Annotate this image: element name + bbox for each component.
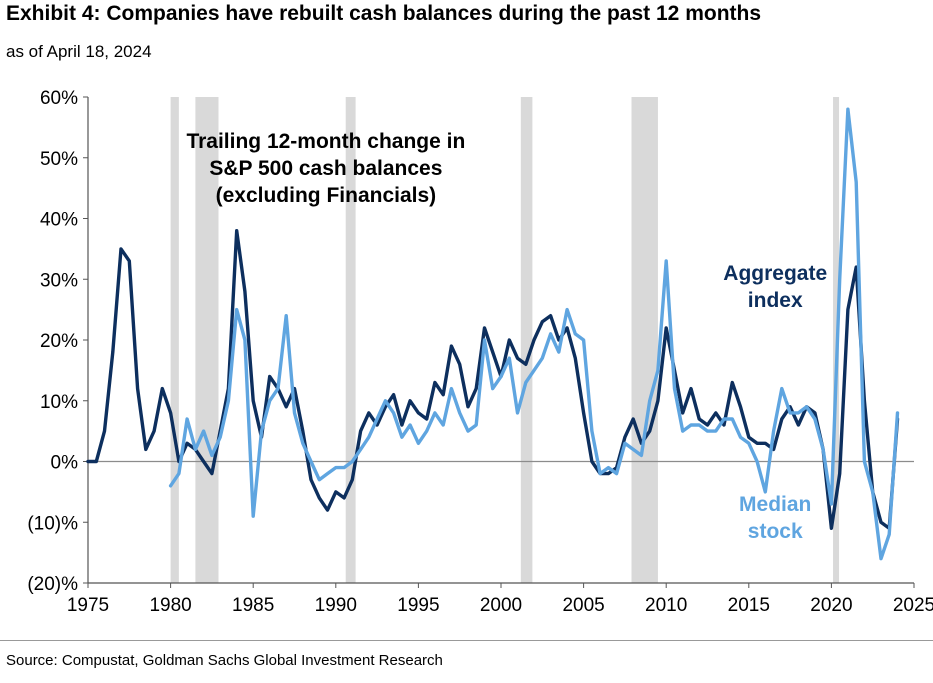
- y-tick-label: (20)%: [27, 574, 78, 595]
- series-lines: [86, 107, 900, 561]
- x-axis-ticks: 1975 1980 1985 1990 1995 2000 2005 2010 2015 2020…: [67, 583, 933, 616]
- y-tick-label: 50%: [40, 149, 78, 170]
- chart-subtitle: as of April 18, 2024: [6, 42, 152, 61]
- y-tick-label: (10)%: [27, 513, 78, 534]
- recession-band: [631, 97, 658, 583]
- x-tick-label: 1995: [397, 595, 439, 616]
- y-tick-label: 40%: [40, 210, 78, 231]
- y-tick-label: 60%: [40, 88, 78, 109]
- chart-title: Exhibit 4: Companies have rebuilt cash b…: [6, 2, 762, 25]
- x-tick-label: 2010: [645, 595, 687, 616]
- footer-divider: [0, 640, 933, 641]
- median-stock-label: Median stock: [739, 493, 811, 543]
- source-note: Source: Compustat, Goldman Sachs Global …: [6, 652, 443, 669]
- annotations: Trailing 12-month change in S&P 500 cash …: [186, 130, 827, 543]
- x-tick-label: 1975: [67, 595, 109, 616]
- x-tick-label: 1980: [149, 595, 191, 616]
- y-tick-label: 20%: [40, 331, 78, 352]
- x-tick-label: 2000: [480, 595, 522, 616]
- median-stock-line: [168, 107, 900, 561]
- recession-band: [345, 97, 356, 583]
- chart-annotation-title: Trailing 12-month change in S&P 500 cash …: [186, 130, 465, 207]
- y-axis-ticks: (20)% (10)% 0% 10% 20% 30% 40% 50% 60%: [27, 88, 88, 595]
- x-tick-label: 2005: [562, 595, 604, 616]
- aggregate-index-line: [86, 228, 900, 530]
- y-tick-label: 10%: [40, 392, 78, 413]
- aggregate-index-label: Aggregate index: [723, 262, 827, 312]
- recession-band: [170, 97, 179, 583]
- x-tick-label: 2025: [893, 595, 933, 616]
- x-tick-label: 2020: [810, 595, 852, 616]
- y-tick-label: 0%: [51, 453, 79, 474]
- x-tick-label: 2015: [728, 595, 770, 616]
- x-tick-label: 1985: [232, 595, 274, 616]
- x-tick-label: 1990: [315, 595, 357, 616]
- line-chart: (20)%(10)%0%10%20%30%40%50%60% 1975 1980 1…: [27, 88, 933, 616]
- recession-band: [520, 97, 533, 583]
- y-tick-label: 30%: [40, 270, 78, 291]
